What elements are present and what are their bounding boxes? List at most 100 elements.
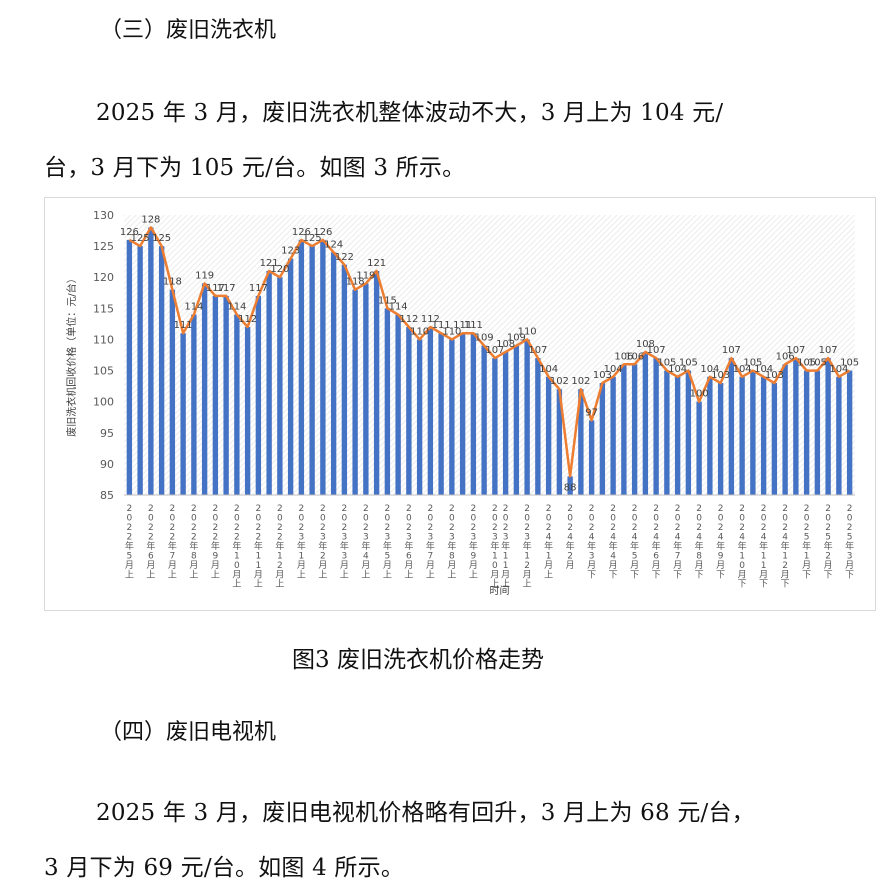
data-label: 105 bbox=[743, 358, 762, 369]
data-label: 108 bbox=[496, 339, 515, 350]
price-bar bbox=[513, 345, 520, 495]
price-bar bbox=[416, 339, 423, 495]
price-bar bbox=[739, 376, 745, 495]
price-bar bbox=[470, 333, 477, 495]
y-tick-label: 105 bbox=[93, 365, 114, 378]
x-tick-label: 2 0 2 3 年 1 1 月上 bbox=[501, 504, 510, 590]
data-label: 123 bbox=[281, 246, 300, 257]
y-tick-label: 120 bbox=[93, 271, 114, 284]
data-label: 104 bbox=[733, 364, 752, 375]
data-label: 112 bbox=[399, 314, 418, 325]
price-bar bbox=[201, 283, 208, 495]
price-bar bbox=[244, 327, 251, 495]
x-tick-label: 2 0 2 2 年 9 月上 bbox=[211, 504, 220, 580]
y-tick-label: 90 bbox=[100, 458, 114, 471]
price-bar bbox=[685, 370, 692, 495]
price-bar bbox=[750, 370, 756, 495]
price-bar bbox=[664, 370, 670, 495]
x-tick-label: 2 0 2 4 年 1 2 月下 bbox=[781, 504, 790, 590]
data-label: 124 bbox=[324, 239, 343, 250]
x-tick-label: 2 0 2 4 年 1 0 月下 bbox=[738, 504, 747, 590]
price-bar bbox=[803, 370, 810, 495]
data-label: 125 bbox=[131, 233, 150, 244]
paragraph-line-4: 3 月下为 69 元/台。如图 4 所示。 bbox=[44, 855, 405, 881]
data-label: 102 bbox=[571, 376, 590, 387]
x-tick-label: 2 0 2 5 年 1 月下 bbox=[802, 504, 811, 580]
data-label: 121 bbox=[260, 258, 279, 269]
paragraph-line-1: 2025 年 3 月，废旧洗衣机整体波动不大，3 月上为 104 元/ bbox=[96, 100, 724, 126]
x-tick-label: 2 0 2 2 年 5 月上 bbox=[125, 504, 134, 580]
price-bar bbox=[717, 383, 724, 495]
data-label: 110 bbox=[410, 326, 429, 337]
x-tick-label: 2 0 2 3 年 1 2 月上 bbox=[523, 504, 532, 590]
price-bar bbox=[180, 333, 186, 495]
paragraph-line-3: 2025 年 3 月，废旧电视机价格略有回升，3 月上为 68 元/台， bbox=[96, 800, 755, 826]
data-label: 107 bbox=[485, 345, 504, 356]
y-tick-label: 130 bbox=[93, 209, 114, 222]
x-axis-title: 时间 bbox=[490, 584, 510, 597]
y-axis-title: 废旧洗衣机回收价格（单位：元/台） bbox=[65, 273, 78, 436]
data-label: 107 bbox=[786, 345, 805, 356]
data-label: 112 bbox=[421, 314, 440, 325]
price-bar bbox=[212, 295, 219, 495]
price-bar bbox=[438, 333, 444, 495]
x-tick-label: 2 0 2 3 年 1 0 月上 bbox=[490, 504, 499, 590]
data-label: 107 bbox=[528, 345, 547, 356]
x-tick-label: 2 0 2 2 年 7 月上 bbox=[168, 504, 177, 580]
y-tick-label: 125 bbox=[93, 240, 114, 253]
y-tick-label: 100 bbox=[93, 396, 114, 409]
data-label: 117 bbox=[206, 283, 225, 294]
x-tick-label: 2 0 2 3 年 7 月上 bbox=[426, 504, 435, 580]
data-label: 118 bbox=[163, 277, 182, 288]
price-bar bbox=[148, 227, 154, 495]
data-label: 104 bbox=[668, 364, 687, 375]
x-tick-label: 2 0 2 3 年 2 月上 bbox=[318, 504, 327, 580]
x-tick-label: 2 0 2 3 年 5 月上 bbox=[383, 504, 392, 580]
data-label: 107 bbox=[647, 345, 666, 356]
price-bar bbox=[567, 476, 573, 495]
x-tick-label: 2 0 2 4 年 8 月下 bbox=[695, 504, 704, 580]
data-label: 120 bbox=[270, 264, 289, 275]
section-heading-tv: （四）废旧电视机 bbox=[100, 720, 277, 745]
x-tick-label: 2 0 2 4 年 1 1 月下 bbox=[759, 504, 768, 590]
price-bar bbox=[287, 258, 294, 495]
price-bar bbox=[427, 327, 434, 495]
data-label: 119 bbox=[195, 270, 214, 281]
price-bar bbox=[481, 345, 487, 495]
price-bar bbox=[234, 314, 240, 495]
data-label: 117 bbox=[217, 283, 236, 294]
data-label: 105 bbox=[797, 358, 816, 369]
data-label: 107 bbox=[819, 345, 838, 356]
price-bar bbox=[771, 383, 778, 495]
price-trend-chart: 85 90 95 100 105 110 115 120 125 130 126 125 128 125 1… bbox=[44, 197, 876, 611]
paragraph-line-2: 台，3 月下为 105 元/台。如图 3 所示。 bbox=[44, 155, 466, 181]
data-label: 109 bbox=[507, 333, 526, 344]
data-label: 126 bbox=[292, 227, 311, 238]
data-label: 104 bbox=[700, 364, 719, 375]
x-tick-label: 2 0 2 4 年 4 月下 bbox=[609, 504, 618, 580]
data-label: 114 bbox=[184, 302, 203, 313]
data-label: 104 bbox=[754, 364, 773, 375]
chart-canvas: 8590951001051101151201251301261251281251… bbox=[65, 209, 859, 597]
x-tick-label: 2 0 2 2 年 8 月上 bbox=[189, 504, 198, 580]
data-label: 111 bbox=[174, 320, 193, 331]
price-bar bbox=[588, 420, 595, 495]
price-bar bbox=[631, 364, 638, 495]
price-bar bbox=[760, 376, 767, 495]
data-label: 128 bbox=[141, 214, 160, 225]
price-bar bbox=[535, 358, 541, 495]
data-label: 111 bbox=[464, 320, 483, 331]
data-label: 111 bbox=[432, 320, 451, 331]
x-tick-label: 2 0 2 2 年 6 月上 bbox=[146, 504, 155, 580]
price-bar bbox=[320, 239, 326, 495]
price-bar bbox=[352, 289, 358, 495]
data-label: 121 bbox=[367, 258, 386, 269]
price-bar bbox=[492, 358, 498, 495]
price-bar bbox=[653, 358, 659, 495]
data-label: 106 bbox=[614, 351, 633, 362]
price-bar bbox=[642, 351, 649, 495]
data-label: 105 bbox=[657, 358, 676, 369]
data-label: 111 bbox=[453, 320, 472, 331]
price-bar bbox=[836, 376, 842, 495]
price-trend-line bbox=[128, 226, 851, 478]
